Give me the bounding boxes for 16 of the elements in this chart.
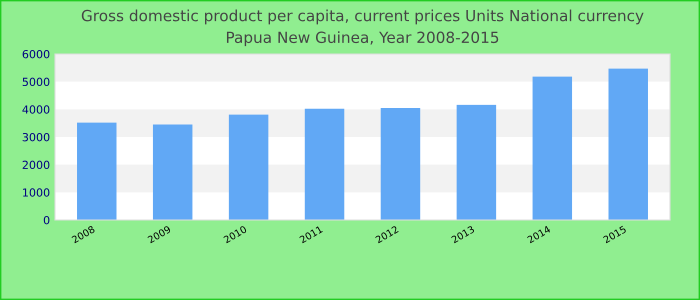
- bar: [152, 124, 192, 220]
- y-tick-label: 4000: [22, 105, 50, 114]
- y-tick-label: 6000: [22, 50, 50, 58]
- y-tick-label: 5000: [22, 78, 50, 86]
- bar: [77, 122, 116, 220]
- bar: [304, 108, 344, 220]
- y-tick-label: 1000: [23, 188, 50, 197]
- y-tick-label: 0: [44, 216, 50, 224]
- bar: [608, 68, 648, 220]
- bar: [532, 76, 572, 220]
- bar: [456, 104, 496, 220]
- chart-title: Gross domestic product per capita, current prices Units National currency Papua New Guinea, Year 2008-2015: [82, 10, 644, 46]
- bar: [380, 108, 420, 220]
- y-tick-label: 3000: [22, 132, 50, 142]
- bar: [228, 114, 268, 220]
- y-tick-label: 2000: [22, 160, 50, 170]
